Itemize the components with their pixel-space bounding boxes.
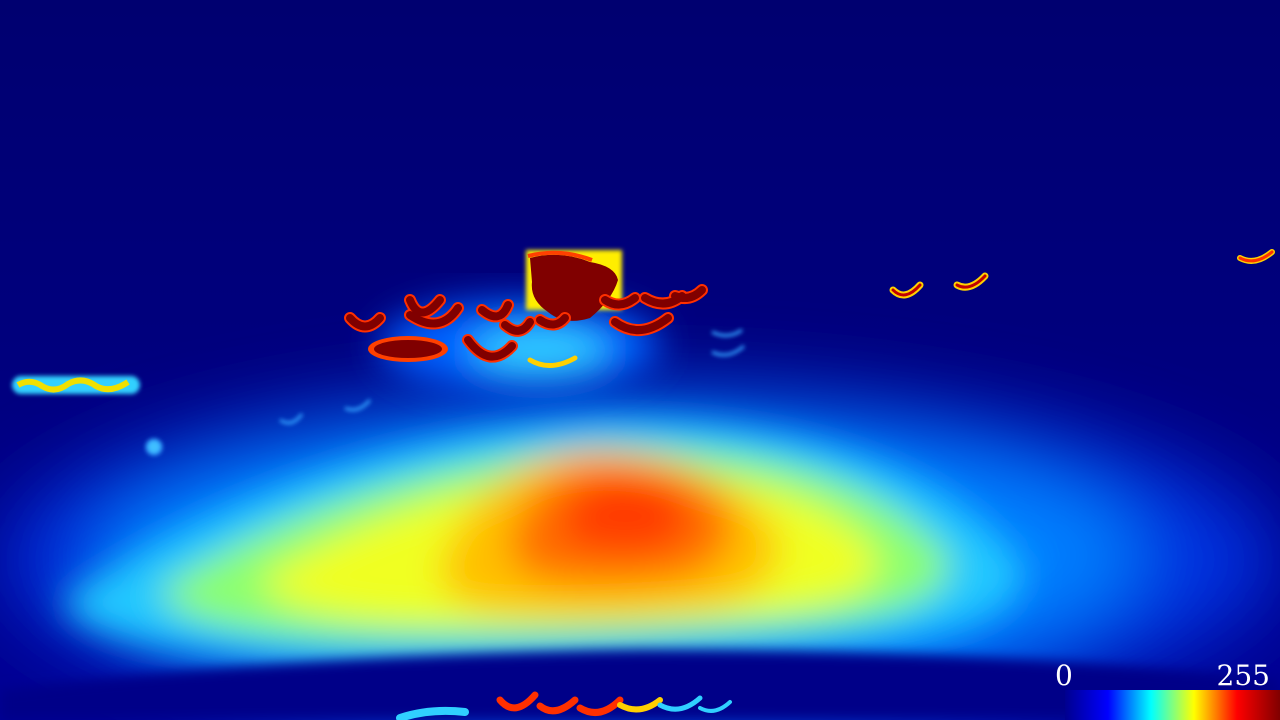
far-left-strip [12, 376, 140, 394]
colorbar-legend: 0 255 [1030, 650, 1280, 720]
colorbar-max-label: 255 [1217, 662, 1270, 690]
colorbar-gradient [1065, 690, 1280, 720]
colorbar-min-label: 0 [1055, 662, 1073, 690]
